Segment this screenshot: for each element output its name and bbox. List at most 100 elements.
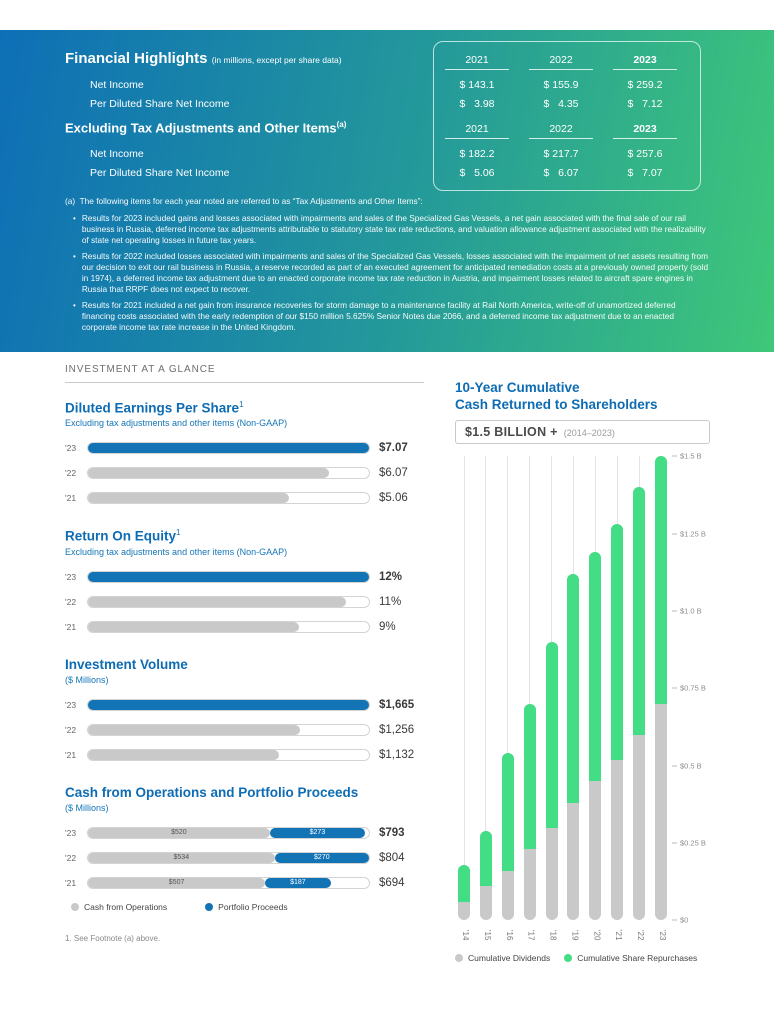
stacked-column-bar xyxy=(523,703,536,921)
stacked-column-bar xyxy=(567,573,580,921)
chart-column xyxy=(654,456,667,921)
stacked-column-bar xyxy=(654,456,667,921)
value-cell: $ 143.1 xyxy=(459,79,495,91)
share-repurchases-segment xyxy=(567,573,580,803)
financial-highlights-title: Financial Highlights (in millions, excep… xyxy=(65,50,435,67)
table-row: Per Diluted Share Net Income $ 5.06 $ 6.… xyxy=(65,167,709,179)
value-cell: $ 259.2 xyxy=(627,79,663,91)
y-axis-tick-label: $1.5 B xyxy=(672,452,702,461)
bar-category-label: '23 xyxy=(65,827,77,838)
bar-category-label: '21 xyxy=(65,621,77,632)
bar-category-label: '21 xyxy=(65,749,77,760)
chart-subtitle: Excluding tax adjustments and other item… xyxy=(65,546,288,557)
bullet-icon: • xyxy=(73,214,76,224)
bar-value-label: 11% xyxy=(379,595,402,608)
value-cell: $ 257.6 xyxy=(627,148,663,161)
bar-row: '22 $1,256 xyxy=(65,723,424,736)
row-values: $ 143.1 $ 155.9 $ 259.2 xyxy=(435,79,687,91)
bar-segment: $534 xyxy=(88,852,275,863)
bar-track xyxy=(87,570,370,583)
bar-value-label: $7.07 xyxy=(379,442,408,455)
bar-value-label: $804 xyxy=(379,851,405,864)
y-axis-tick-label: $0.5 B xyxy=(672,761,702,770)
share-repurchases-segment xyxy=(589,552,602,782)
bar-category-label: '23 xyxy=(65,571,77,582)
bar-category-label: '21 xyxy=(65,877,77,888)
financial-highlights-tables: Financial Highlights (in millions, excep… xyxy=(65,41,709,191)
share-repurchases-segment xyxy=(458,864,470,902)
chart-title-line2: Cash Returned to Shareholders xyxy=(455,396,658,412)
year-header: 2023 xyxy=(603,54,687,70)
bar-fill xyxy=(88,724,300,735)
bar-track xyxy=(87,595,370,608)
chart-cash-operations-portfolio: Cash from Operations and Portfolio Proce… xyxy=(65,785,424,889)
badge-note: (2014–2023) xyxy=(563,428,615,439)
year-label: 2021 xyxy=(445,54,509,70)
x-axis-label: '23 xyxy=(657,930,667,941)
hero-footnotes: (a) The following items for each year no… xyxy=(65,196,709,332)
bar-segment: $273 xyxy=(269,827,366,838)
chart-column xyxy=(545,456,558,921)
cumulative-chart-title: 10-Year Cumulative Cash Returned to Shar… xyxy=(455,380,710,414)
chart-column xyxy=(523,456,536,921)
stacked-column-bar xyxy=(611,524,624,921)
year-label: 2022 xyxy=(529,54,593,70)
bar-row: '22 $6.07 xyxy=(65,467,424,480)
bar-chart: '23 $7.07 '22 $6.07 '21 $5.06 xyxy=(65,442,424,505)
bar-segment: $270 xyxy=(274,852,369,863)
row-label: Per Diluted Share Net Income xyxy=(90,98,230,110)
value-cell: $ 7.07 xyxy=(627,167,663,180)
legend-dot-icon xyxy=(455,954,463,963)
section-title: Financial Highlights xyxy=(65,50,208,67)
bar-track xyxy=(87,442,370,455)
right-column: 10-Year Cumulative Cash Returned to Shar… xyxy=(455,364,710,963)
financial-highlights-section: Financial Highlights (in millions, excep… xyxy=(0,30,774,352)
bullet-icon: • xyxy=(73,252,76,262)
row-label: Per Diluted Share Net Income xyxy=(90,167,230,180)
legend-item: Cumulative Share Repurchases xyxy=(564,953,697,963)
bar-row: '23 12% xyxy=(65,570,424,583)
chart-title-text: Diluted Earnings Per Share xyxy=(65,400,240,416)
table-row: Per Diluted Share Net Income $ 3.98 $ 4.… xyxy=(65,98,709,110)
column-guide-line xyxy=(485,456,487,921)
y-axis: $1.5 B $1.25 B $1.0 B $0.75 B $0.5 B $0.25 B $… xyxy=(670,452,710,925)
row-values: $ 5.06 $ 6.07 $ 7.07 xyxy=(435,167,687,179)
chart-subtitle: ($ Millions) xyxy=(65,802,109,813)
year-headers: 2021 2022 2023 xyxy=(435,54,687,70)
row-values: $ 3.98 $ 4.35 $ 7.12 xyxy=(435,98,687,110)
bar-row: '21 $5.06 xyxy=(65,492,424,505)
bar-segment: $507 xyxy=(88,877,266,888)
x-axis-label: '20 xyxy=(592,930,602,941)
section-subtitle: (in millions, except per share data) xyxy=(211,55,342,65)
x-axis-label: '22 xyxy=(636,930,645,941)
footnote-marker: 1 xyxy=(239,399,244,409)
cumulative-chart-plot: $1.5 B $1.25 B $1.0 B $0.75 B $0.5 B $0.25 B $… xyxy=(455,452,706,925)
bar-value-label: $6.07 xyxy=(379,467,408,480)
bar-chart: '23 12% '22 11% '21 9% xyxy=(65,570,424,633)
x-axis: '14 '15 '16 '17 '18 '19 '20 '21 '22 '23 xyxy=(455,925,670,945)
bar-value-label: $5.06 xyxy=(379,492,408,505)
bar-value-label: $1,256 xyxy=(379,723,415,736)
year-header: 2021 xyxy=(435,54,519,70)
year-label: 2022 xyxy=(529,123,593,140)
bar-fill xyxy=(88,749,280,760)
bar-segment-label: $187 xyxy=(290,879,306,887)
badge-amount: $1.5 BILLION + xyxy=(465,425,558,440)
bar-track: $520 $273 xyxy=(87,826,370,839)
chart-title-line1: 10-Year Cumulative xyxy=(455,379,580,395)
footnote-marker: 1 xyxy=(176,528,181,538)
year-header: 2022 xyxy=(519,54,603,70)
bar-fill xyxy=(88,596,346,607)
year-label: 2021 xyxy=(445,123,509,140)
bar-row: '23 $520 $273 $793 xyxy=(65,826,424,839)
footnote-bullet: • Results for 2022 included losses assoc… xyxy=(65,251,709,295)
bar-track xyxy=(87,698,370,711)
x-axis-label: '21 xyxy=(614,930,624,941)
bar-category-label: '21 xyxy=(65,493,77,504)
stacked-column-bar xyxy=(501,753,514,921)
excluding-title: Excluding Tax Adjustments and Other Item… xyxy=(65,120,435,135)
y-axis-tick-label: $0.25 B xyxy=(672,839,706,848)
bar-track xyxy=(87,748,370,761)
chart-column xyxy=(479,456,492,921)
